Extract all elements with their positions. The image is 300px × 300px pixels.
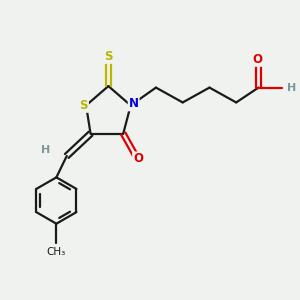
Text: S: S bbox=[80, 99, 88, 112]
Text: CH₃: CH₃ bbox=[47, 247, 66, 256]
Text: N: N bbox=[129, 98, 139, 110]
Text: O: O bbox=[133, 152, 143, 165]
Text: H: H bbox=[41, 145, 51, 155]
Text: O: O bbox=[252, 53, 262, 66]
Text: S: S bbox=[104, 50, 112, 63]
Text: H: H bbox=[287, 82, 296, 93]
